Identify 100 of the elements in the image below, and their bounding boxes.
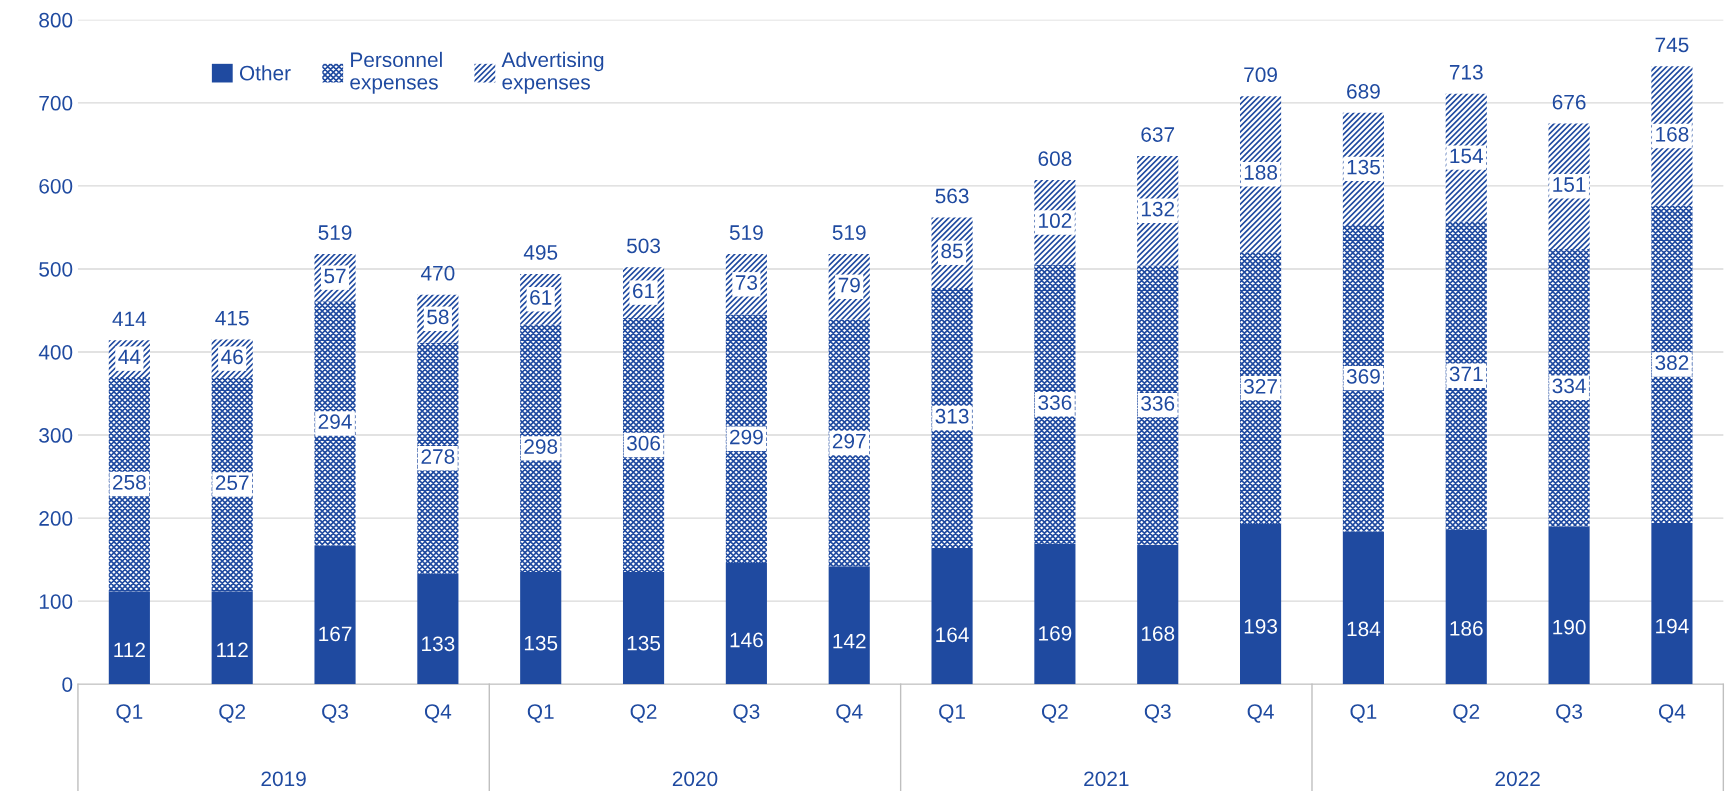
x-tick-label: Q3 [733, 704, 760, 723]
data-label: 135 [524, 635, 558, 651]
bar [211, 377, 253, 592]
data-label: 85 [941, 243, 963, 259]
x-tick-label: Q1 [939, 704, 965, 723]
legend-label: Advertising expenses [501, 51, 604, 94]
bar [211, 591, 253, 685]
bar [1651, 523, 1693, 685]
bar [108, 376, 150, 592]
data-label: 186 [1450, 620, 1483, 636]
data-label: 297 [832, 433, 866, 449]
x-tick-label: Q4 [836, 704, 863, 723]
data-label: 61 [633, 283, 655, 299]
bar [1137, 265, 1179, 545]
x-tick-label: Q2 [1453, 704, 1480, 723]
bar [314, 545, 356, 685]
data-label: 44 [118, 349, 141, 365]
total-label: 470 [420, 265, 455, 281]
bar [1445, 221, 1487, 530]
data-label: 168 [1656, 126, 1689, 142]
total-label: 519 [318, 225, 352, 240]
bar [1240, 252, 1282, 524]
text: 2022 [1495, 771, 1540, 787]
data-label: 194 [1656, 618, 1689, 634]
data-label: 133 [422, 636, 455, 652]
text: 2020 [672, 771, 718, 787]
total-label: 414 [112, 311, 147, 327]
bar [828, 566, 870, 685]
x-tick-label: Q1 [527, 704, 554, 723]
bar [417, 573, 459, 685]
x-tick-label: Q4 [1247, 704, 1274, 723]
data-label: 336 [1141, 395, 1175, 411]
bar [314, 301, 356, 546]
data-label: 142 [833, 633, 866, 649]
data-label: 135 [1347, 159, 1380, 175]
data-label: 299 [730, 429, 763, 445]
total-label: 563 [935, 188, 969, 204]
bar [108, 591, 150, 685]
data-label: 313 [935, 408, 969, 424]
bar [1445, 529, 1487, 685]
data-label: 154 [1450, 148, 1484, 164]
total-label: 745 [1655, 37, 1689, 53]
bar [520, 324, 562, 573]
data-label: 79 [838, 277, 860, 293]
y-tick-label: 600 [39, 178, 73, 194]
data-label: 188 [1244, 165, 1278, 180]
bar [725, 314, 767, 563]
data-label: 257 [215, 475, 249, 491]
bar [622, 317, 665, 573]
x-tick-label: Q3 [322, 704, 349, 723]
bar [1651, 205, 1693, 524]
bar [1342, 531, 1384, 685]
bar [931, 288, 973, 548]
data-label: 169 [1039, 625, 1072, 641]
total-label: 713 [1449, 64, 1483, 80]
y-tick-label: 300 [39, 428, 73, 443]
data-label: 336 [1038, 395, 1072, 410]
total-label: 415 [215, 310, 249, 326]
data-label: 146 [730, 632, 763, 648]
total-label: 676 [1552, 94, 1586, 110]
total-label: 519 [729, 225, 763, 240]
data-label: 46 [221, 349, 243, 365]
bar [622, 572, 665, 685]
x-tick-label: Q4 [424, 704, 452, 723]
y-tick-label: 400 [38, 345, 73, 360]
x-tick-label: Q1 [116, 704, 143, 723]
text: 2019 [261, 771, 306, 787]
total-label: 495 [523, 245, 558, 260]
x-tick-label: Q3 [1144, 704, 1171, 723]
y-tick-label: 700 [39, 95, 73, 111]
data-label: 135 [627, 635, 661, 651]
data-label: 164 [936, 627, 969, 643]
bar [725, 562, 767, 685]
y-tick-label: 500 [39, 261, 73, 277]
total-label: 709 [1244, 67, 1277, 83]
data-label: 294 [318, 414, 352, 430]
bar [1548, 526, 1590, 685]
data-label: 168 [1141, 626, 1175, 641]
bar [828, 319, 870, 567]
data-label: 102 [1039, 213, 1072, 229]
bar [931, 548, 973, 685]
data-label: 167 [319, 626, 352, 642]
total-label: 608 [1038, 151, 1072, 166]
bar [1342, 224, 1384, 532]
x-tick-label: Q4 [1659, 704, 1686, 723]
text: 2021 [1084, 771, 1129, 787]
total-label: 689 [1347, 83, 1380, 99]
bar [520, 572, 562, 685]
data-label: 278 [421, 449, 455, 464]
y-tick-label: 100 [39, 594, 73, 609]
total-label: 519 [832, 225, 866, 240]
y-tick-label: 800 [39, 12, 73, 28]
total-label: 637 [1141, 127, 1175, 142]
x-tick-label: Q2 [630, 704, 657, 723]
bar [1034, 264, 1076, 544]
data-label: 61 [530, 290, 552, 305]
data-label: 73 [735, 275, 758, 290]
y-tick-label: 0 [62, 677, 73, 692]
data-label: 306 [626, 435, 661, 451]
data-label: 151 [1553, 177, 1586, 192]
